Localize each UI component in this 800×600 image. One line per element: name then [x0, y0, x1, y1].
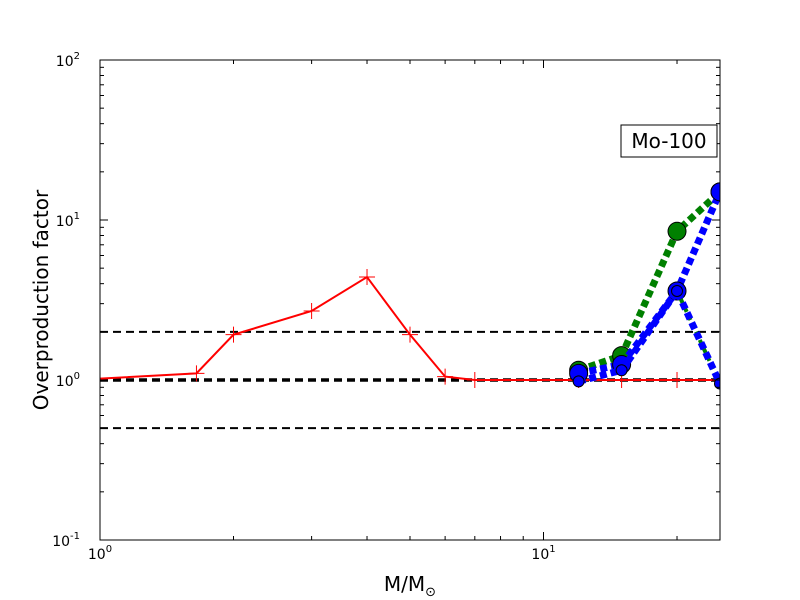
x-tick-label-0: 100 [88, 544, 112, 563]
series-0-point-5 [402, 326, 418, 343]
series-0-point-4 [359, 269, 376, 286]
axis-labels: M/M⊙ Overproduction factor [29, 189, 436, 600]
series-0-point-10 [669, 372, 686, 388]
series-0-line [100, 275, 720, 381]
series-0 [100, 269, 720, 388]
series-1-point-2 [667, 221, 687, 241]
series-4-point-2 [671, 284, 684, 297]
y-tick-label-3: 102 [56, 51, 80, 70]
y-tick-label-1: 100 [56, 371, 80, 390]
series-4-point-0 [572, 375, 585, 388]
series-0-point-2 [225, 326, 242, 343]
series-4-point-3 [714, 377, 720, 390]
series-4-line [577, 284, 720, 386]
series-2-point-3 [710, 182, 720, 202]
series-0-point-1 [188, 365, 205, 382]
series-4 [572, 284, 720, 390]
ticks: 100 101 10-1 100 101 102 [52, 51, 720, 563]
annotation-box: Mo-100 [620, 124, 718, 158]
series-0-point-7 [466, 372, 483, 388]
series-2-line [577, 190, 720, 377]
series-0-point-3 [303, 302, 320, 319]
series-0-point-0 [100, 370, 108, 387]
y-tick-label-0: 10-1 [52, 531, 80, 550]
y-axis-label: Overproduction factor [29, 189, 53, 410]
annotation-text: Mo-100 [631, 129, 706, 153]
series-1-line [577, 189, 720, 374]
x-tick-label-1: 101 [531, 544, 555, 563]
series-4-point-1 [615, 364, 628, 377]
series-0-point-6 [437, 368, 454, 385]
y-tick-label-2: 101 [56, 211, 80, 230]
x-axis-label: M/M⊙ [384, 572, 436, 600]
series-layer [100, 182, 720, 390]
